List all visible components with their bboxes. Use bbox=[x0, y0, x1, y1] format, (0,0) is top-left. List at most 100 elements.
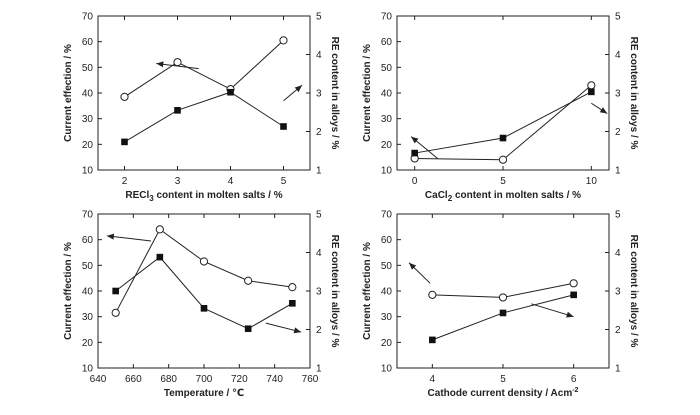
data-point-circle bbox=[288, 283, 297, 292]
plot-frame bbox=[97, 213, 311, 369]
y-right-tick-label: 4 bbox=[615, 50, 621, 61]
y-left-tick-label: 30 bbox=[381, 312, 393, 323]
data-point-square bbox=[156, 253, 164, 261]
x-tick-label: 740 bbox=[266, 374, 283, 385]
series-line-2 bbox=[115, 256, 293, 330]
y-left-tick-label: 70 bbox=[82, 210, 94, 221]
x-axis-label-suffix: content in molten salts / % bbox=[452, 190, 581, 201]
y-right-tick-label: 5 bbox=[316, 12, 322, 23]
x-tick-label: 0 bbox=[412, 176, 418, 187]
y-left-tick-label: 40 bbox=[381, 287, 393, 298]
y-right-tick-label: 5 bbox=[615, 210, 621, 221]
y-left-tick-label: 50 bbox=[82, 63, 94, 74]
y-right-tick-label: 1 bbox=[615, 166, 621, 177]
x-tick-label: 4 bbox=[228, 176, 234, 187]
y-left-tick-label: 40 bbox=[82, 287, 94, 298]
data-point-square bbox=[280, 123, 287, 130]
data-point-square bbox=[411, 149, 418, 157]
y-left-axis-label: Current effection / % bbox=[63, 44, 74, 142]
x-axis-label-superscript: -2 bbox=[572, 387, 578, 394]
y-right-tick-label: 2 bbox=[316, 127, 322, 138]
y-right-axis-label: RE content in alloys / % bbox=[628, 235, 639, 348]
x-tick-label: 3 bbox=[175, 176, 181, 187]
arrow-left-head bbox=[411, 136, 419, 144]
y-left-axis-label: Current effection / % bbox=[362, 242, 373, 340]
y-left-tick-label: 50 bbox=[381, 261, 393, 272]
y-left-axis-label: Current effection / % bbox=[362, 44, 373, 142]
y-left-axis-label: Current effection / % bbox=[63, 242, 74, 340]
y-left-tick-label: 70 bbox=[381, 12, 393, 23]
y-left-tick-label: 10 bbox=[82, 166, 94, 177]
y-left-tick-label: 70 bbox=[381, 210, 393, 221]
y-left-tick-label: 20 bbox=[82, 140, 94, 151]
y-right-tick-label: 1 bbox=[615, 364, 621, 375]
data-point-circle bbox=[587, 81, 596, 90]
chart-panel-3: 640 660 680 700 720 740 760 10 20 30 40 50 60 70 1 2 3 4 5… bbox=[63, 210, 340, 400]
y-left-tick-label: 10 bbox=[381, 166, 393, 177]
y-left-tick-label: 20 bbox=[82, 338, 94, 349]
y-left-tick-label: 30 bbox=[82, 312, 94, 323]
x-axis-label: CaCl2 content in molten salts / % bbox=[425, 190, 581, 203]
y-right-tick-label: 3 bbox=[316, 89, 322, 100]
arrow-left-head bbox=[409, 262, 417, 270]
series-line-1 bbox=[124, 40, 284, 98]
y-right-tick-label: 2 bbox=[615, 127, 621, 138]
arrow-left-shaft bbox=[156, 62, 199, 70]
x-axis-label-suffix: content in molten salts / % bbox=[154, 190, 283, 201]
data-point-circle bbox=[498, 293, 508, 302]
x-tick-label: 2 bbox=[122, 176, 128, 187]
y-right-tick-label: 1 bbox=[316, 166, 322, 177]
y-left-tick-label: 50 bbox=[381, 63, 393, 74]
x-tick-label: 10 bbox=[586, 176, 598, 187]
y-left-tick-label: 40 bbox=[82, 89, 94, 100]
x-axis-label-subscript: 3 bbox=[149, 194, 154, 203]
y-left-tick-label: 20 bbox=[381, 140, 393, 151]
y-right-tick-label: 2 bbox=[316, 325, 322, 336]
data-point-circle bbox=[173, 58, 182, 67]
x-tick-label: 660 bbox=[125, 374, 142, 385]
y-left-tick-label: 60 bbox=[381, 235, 393, 246]
plot-frame bbox=[396, 15, 610, 171]
x-tick-label: 680 bbox=[160, 374, 177, 385]
x-axis-label-main: Temperature / ℃ bbox=[164, 388, 244, 399]
arrow-right-shaft bbox=[531, 303, 574, 318]
arrow-left-head bbox=[156, 61, 164, 68]
data-point-square bbox=[121, 138, 128, 146]
data-point-circle bbox=[199, 257, 209, 266]
y-right-tick-label: 3 bbox=[316, 287, 322, 298]
x-tick-label: 700 bbox=[196, 374, 213, 385]
data-point-square bbox=[429, 336, 436, 344]
y-left-tick-label: 70 bbox=[82, 12, 94, 23]
data-point-square bbox=[570, 291, 577, 299]
y-left-tick-label: 10 bbox=[381, 364, 393, 375]
x-tick-label: 5 bbox=[281, 176, 287, 187]
y-left-tick-label: 60 bbox=[381, 37, 393, 48]
x-tick-label: 4 bbox=[430, 374, 436, 385]
x-tick-label: 5 bbox=[500, 176, 506, 187]
data-point-circle bbox=[279, 36, 288, 45]
x-axis-label: Cathode current density / Acm-2 bbox=[428, 387, 579, 399]
y-left-tick-label: 30 bbox=[381, 114, 393, 125]
chart-panel-4: 4 5 6 10 20 30 40 50 60 70 1 2 3 4 5 Cathode current de… bbox=[362, 210, 639, 400]
series-line-2 bbox=[414, 91, 592, 154]
data-point-square bbox=[244, 325, 252, 333]
x-axis-label-subscript: 2 bbox=[448, 194, 453, 203]
data-point-square bbox=[227, 88, 234, 96]
data-point-circle bbox=[155, 225, 164, 234]
data-point-circle bbox=[498, 155, 508, 164]
data-point-circle bbox=[569, 279, 578, 288]
x-tick-label: 760 bbox=[302, 374, 319, 385]
y-left-tick-label: 10 bbox=[82, 364, 94, 375]
x-axis-label-main: Cathode current density / Acm bbox=[428, 388, 573, 399]
data-point-square bbox=[289, 300, 296, 307]
x-axis-label-main: RECl bbox=[125, 190, 149, 201]
y-left-tick-label: 40 bbox=[381, 89, 393, 100]
y-right-tick-label: 3 bbox=[615, 287, 621, 298]
arrow-right-head bbox=[566, 311, 574, 318]
x-tick-label: 640 bbox=[90, 374, 107, 385]
data-point-circle bbox=[120, 92, 129, 101]
y-right-tick-label: 5 bbox=[615, 12, 621, 23]
